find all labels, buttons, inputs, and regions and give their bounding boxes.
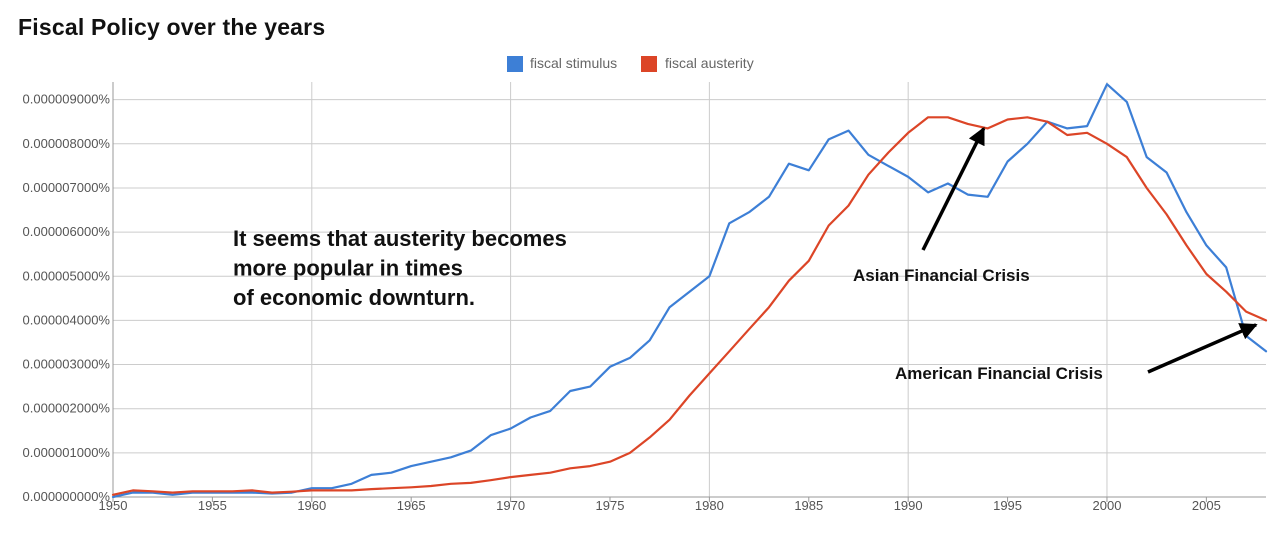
legend-label: fiscal austerity: [665, 55, 754, 71]
annotation-arrow: [1147, 323, 1258, 374]
x-tick-label: 1980: [695, 498, 724, 513]
x-tick-label: 1995: [993, 498, 1022, 513]
x-tick-label: 1955: [198, 498, 227, 513]
y-tick-label: 0.000005000%: [23, 268, 111, 283]
legend-swatch: [641, 56, 657, 72]
chart-title: Fiscal Policy over the years: [18, 14, 326, 40]
x-tick-label: 1975: [596, 498, 625, 513]
y-tick-label: 0.000004000%: [23, 312, 111, 327]
y-tick-label: 0.000000000%: [23, 489, 111, 504]
x-tick-label: 1965: [397, 498, 426, 513]
x-tick-label: 1970: [496, 498, 525, 513]
legend-label: fiscal stimulus: [530, 55, 617, 71]
annotation-text: of economic downturn.: [233, 285, 475, 310]
x-tick-label: 2000: [1093, 498, 1122, 513]
x-tick-label: 2005: [1192, 498, 1221, 513]
annotations: It seems that austerity becomes more popu…: [233, 126, 1258, 383]
x-tick-label: 1985: [794, 498, 823, 513]
y-tick-label: 0.000003000%: [23, 357, 111, 372]
x-tick-label: 1960: [297, 498, 326, 513]
y-tick-label: 0.000008000%: [23, 136, 111, 151]
series-lines: [111, 83, 1268, 499]
series-line-fiscal-austerity: [111, 116, 1268, 496]
annotation-arrow: [921, 126, 986, 251]
series-line-fiscal-stimulus: [111, 83, 1268, 499]
annotation-text: American Financial Crisis: [895, 364, 1103, 383]
y-tick-label: 0.000006000%: [23, 224, 111, 239]
x-tick-label: 1990: [894, 498, 923, 513]
legend: fiscal stimulus fiscal austerity: [507, 55, 754, 72]
annotation-text: It seems that austerity becomes: [233, 226, 567, 251]
x-tick-label: 1950: [99, 498, 128, 513]
y-tick-label: 0.000007000%: [23, 180, 111, 195]
legend-swatch: [507, 56, 523, 72]
y-tick-label: 0.000001000%: [23, 445, 111, 460]
grid-lines: 0.000000000% 0.000001000% 0.000002000% 0.00…: [23, 82, 1266, 513]
annotation-text: Asian Financial Crisis: [853, 266, 1030, 285]
y-tick-label: 0.000002000%: [23, 401, 111, 416]
annotation-text: more popular in times: [233, 256, 463, 281]
y-tick-label: 0.000009000%: [23, 92, 111, 107]
